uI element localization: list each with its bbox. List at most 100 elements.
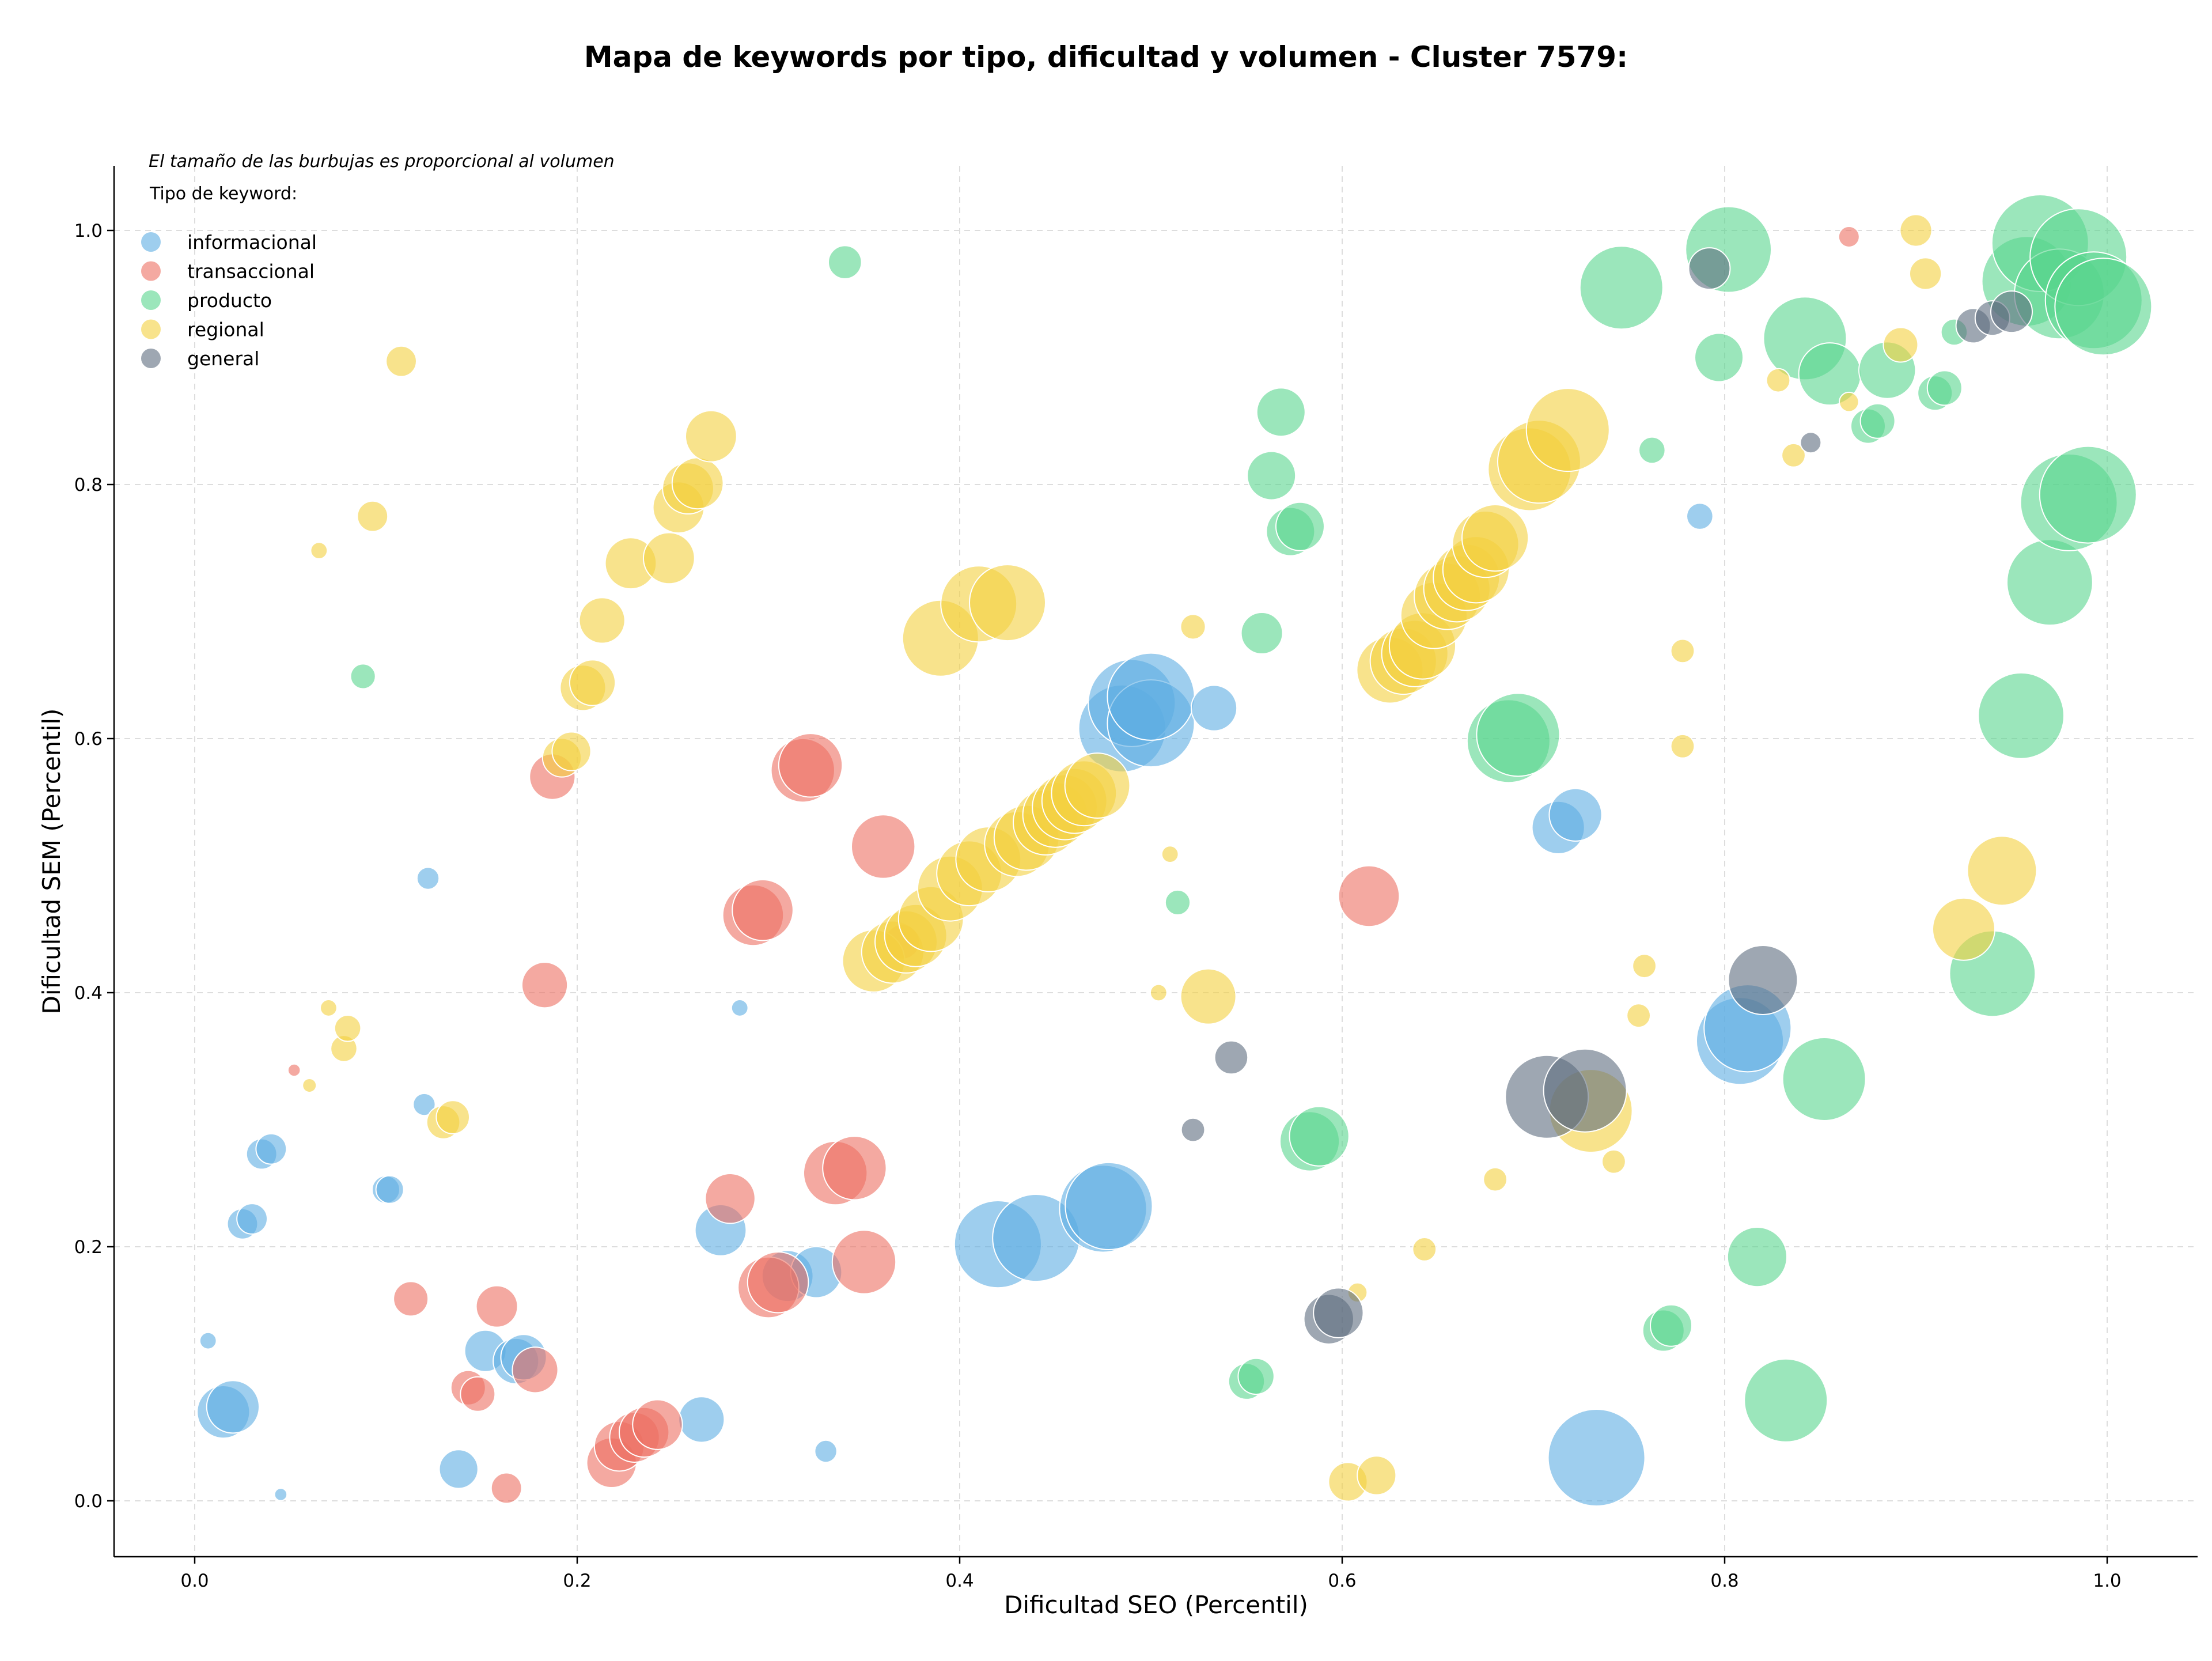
bubble-informacional xyxy=(255,1133,287,1165)
bubble-transaccional xyxy=(490,1472,522,1504)
series-general xyxy=(1180,247,2033,1345)
bubble-producto xyxy=(1638,436,1666,464)
bubble-informacional xyxy=(438,1449,479,1489)
legend-marker-transaccional xyxy=(141,261,161,281)
legend-marker-producto xyxy=(141,290,161,310)
bubble-transaccional xyxy=(851,814,916,879)
bubble-producto xyxy=(1247,451,1297,501)
bubble-transaccional xyxy=(704,1173,756,1224)
y-tick-label: 0.0 xyxy=(74,1491,103,1512)
bubble-producto xyxy=(350,663,376,690)
x-axis-label: Dificultad SEO (Percentil) xyxy=(1004,1591,1308,1619)
bubble-producto xyxy=(1579,245,1664,330)
bubble-transaccional xyxy=(747,1251,809,1314)
bubble-regional xyxy=(1357,1455,1397,1496)
series-producto xyxy=(350,194,2153,1443)
chart-title: Mapa de keywords por tipo, dificultad y … xyxy=(584,40,1628,74)
bubble-regional xyxy=(1161,845,1179,864)
bubble-regional xyxy=(1064,752,1131,819)
bubble-general xyxy=(1990,290,2033,334)
bubble-informacional xyxy=(1547,1409,1646,1507)
legend-title: Tipo de keyword: xyxy=(149,184,297,204)
bubble-transaccional xyxy=(831,1229,897,1295)
bubble-regional xyxy=(1483,1167,1508,1192)
bubble-regional xyxy=(578,597,626,644)
x-tick-label: 1.0 xyxy=(2093,1571,2121,1591)
legend-label-general: general xyxy=(187,347,259,370)
bubble-transaccional xyxy=(1838,226,1860,248)
x-tick-label: 0.4 xyxy=(945,1571,974,1591)
legend-label-producto: producto xyxy=(187,289,272,312)
bubble-producto xyxy=(1275,501,1325,551)
bubble-regional xyxy=(1909,257,1942,290)
bubble-producto xyxy=(1650,1304,1693,1347)
bubbles-layer xyxy=(196,194,2153,1507)
bubble-informacional xyxy=(236,1203,268,1235)
legend-label-regional: regional xyxy=(187,319,264,341)
bubble-regional xyxy=(1967,835,2037,906)
bubble-regional xyxy=(302,1077,317,1093)
legend-label-informacional: informacional xyxy=(187,231,317,253)
bubble-regional xyxy=(1461,504,1529,572)
bubble-producto xyxy=(1859,403,1896,439)
bubble-regional xyxy=(1412,1237,1437,1262)
bubble-producto xyxy=(828,245,862,279)
bubble-producto xyxy=(1476,693,1560,777)
bubble-transaccional xyxy=(475,1285,518,1328)
bubble-producto xyxy=(2006,539,2093,626)
bubble-regional xyxy=(969,564,1046,642)
bubble-informacional xyxy=(1065,1161,1153,1251)
bubble-informacional xyxy=(199,1331,217,1350)
bubble-general xyxy=(1313,1287,1364,1338)
bubble-transaccional xyxy=(393,1281,429,1317)
bubble-informacional xyxy=(1107,652,1195,741)
bubble-transaccional xyxy=(822,1136,887,1201)
bubble-transaccional xyxy=(632,1399,683,1450)
legend-items: informacional transaccional producto region… xyxy=(141,231,317,370)
x-tick-label: 0.0 xyxy=(180,1571,209,1591)
x-tick-label: 0.8 xyxy=(1710,1571,1738,1591)
legend-marker-regional xyxy=(141,319,161,339)
bubble-informacional xyxy=(678,1396,725,1443)
bubble-informacional xyxy=(206,1380,260,1434)
bubble-producto xyxy=(2039,445,2137,544)
y-axis-label: Dificultad SEM (Percentil) xyxy=(37,709,66,1015)
bubble-regional xyxy=(1670,638,1695,664)
bubble-transaccional xyxy=(732,879,794,941)
x-axis-ticks: 0.0 0.2 0.4 0.6 0.8 1.0 xyxy=(180,1557,2122,1591)
bubble-regional xyxy=(1899,214,1933,247)
bubble-regional xyxy=(385,345,417,377)
series-informacional xyxy=(196,502,1792,1507)
legend-marker-general xyxy=(141,349,161,368)
size-note: El tamaño de las burbujas es proporciona… xyxy=(149,152,615,172)
series-transaccional xyxy=(287,226,1860,1504)
bubble-producto xyxy=(1926,370,1963,406)
bubble-regional xyxy=(357,500,389,532)
bubble-regional xyxy=(334,1014,362,1042)
bubble-producto xyxy=(1726,1227,1788,1288)
y-tick-label: 0.6 xyxy=(74,729,103,750)
bubble-regional xyxy=(642,532,695,585)
bubble-regional xyxy=(569,659,616,706)
bubble-informacional xyxy=(416,867,440,890)
bubble-regional xyxy=(320,999,338,1017)
series-regional xyxy=(302,214,2037,1502)
bubble-regional xyxy=(671,457,724,510)
bubble-informacional xyxy=(1686,502,1714,530)
y-tick-label: 1.0 xyxy=(74,221,103,241)
bubble-general xyxy=(1214,1040,1249,1075)
bubble-general xyxy=(1728,944,1798,1015)
bubble-informacional xyxy=(1190,684,1238,732)
bubble-regional xyxy=(1632,954,1657,979)
bubble-transaccional xyxy=(1338,865,1400,928)
bubble-regional xyxy=(310,542,328,560)
bubble-general xyxy=(1543,1048,1627,1133)
bubble-informacional xyxy=(375,1175,404,1204)
bubble-regional xyxy=(1180,614,1206,640)
bubble-informacional xyxy=(1548,788,1603,842)
bubble-informacional xyxy=(274,1488,288,1501)
bubble-regional xyxy=(551,731,592,771)
legend-marker-informacional xyxy=(141,232,161,252)
y-tick-label: 0.4 xyxy=(74,983,103,1004)
